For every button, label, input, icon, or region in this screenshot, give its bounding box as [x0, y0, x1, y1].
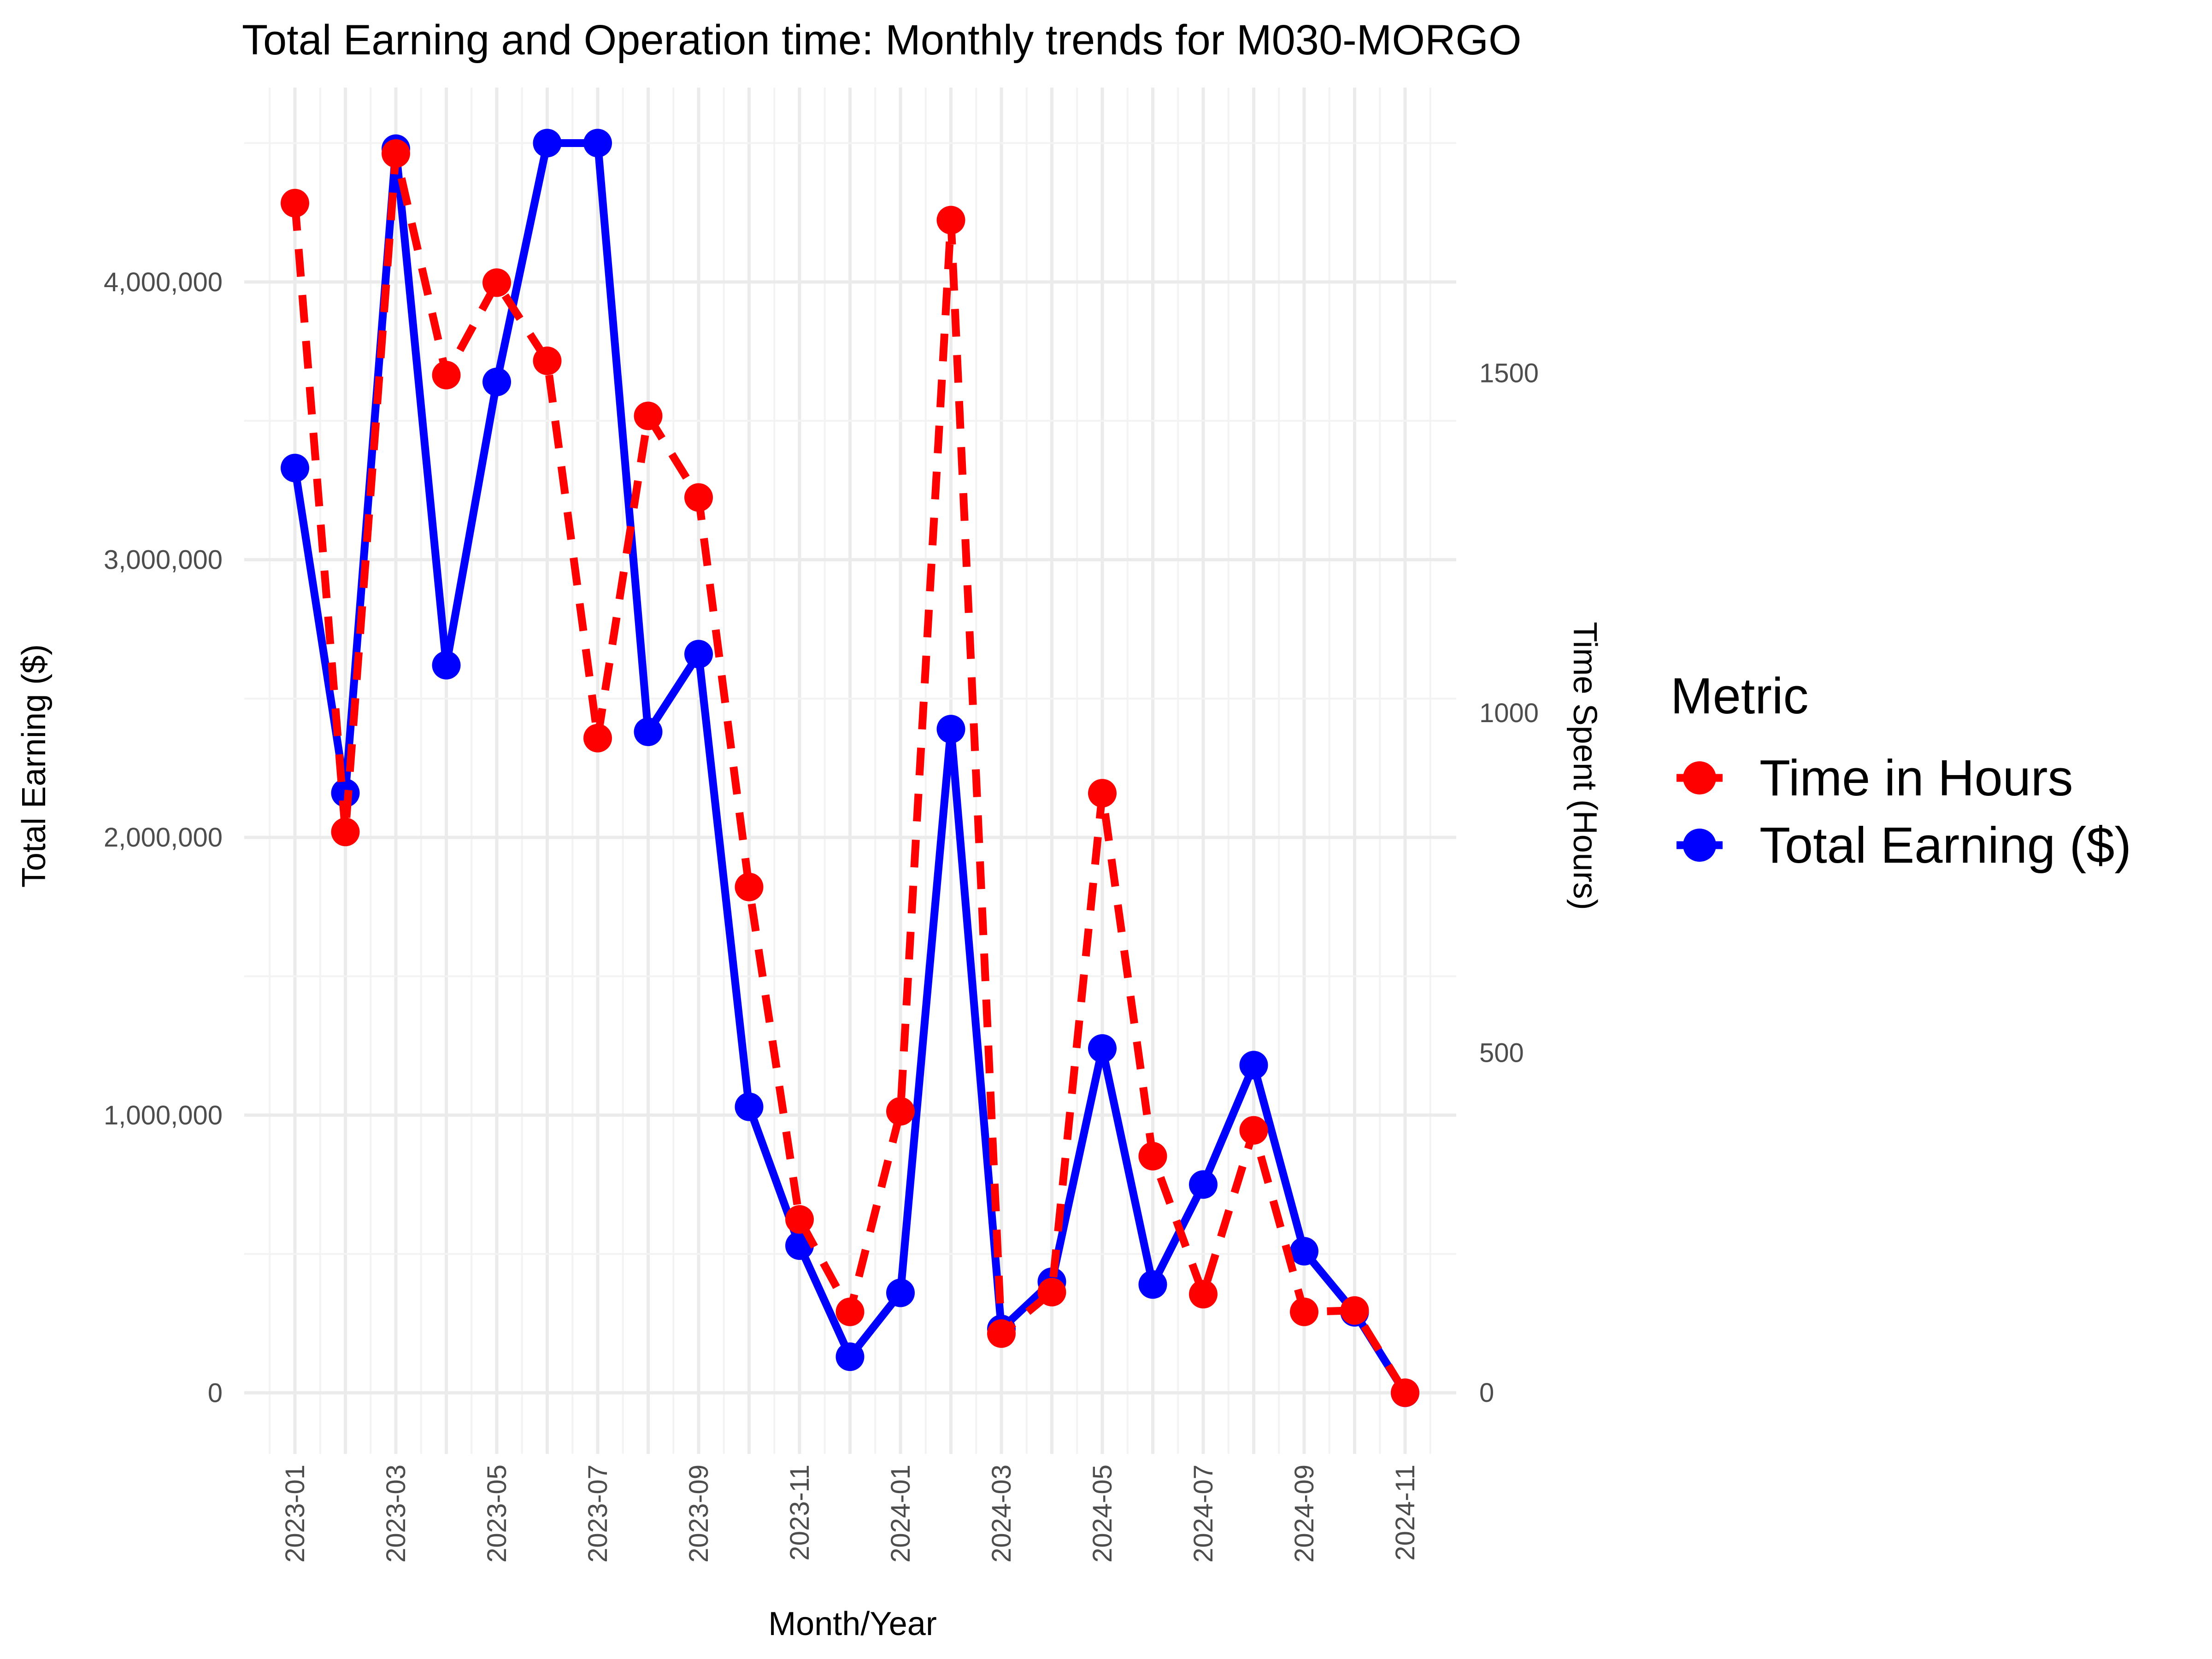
data-point	[331, 818, 360, 847]
data-point	[1138, 1141, 1167, 1171]
x-tick-label: 2024-09	[1289, 1465, 1319, 1563]
data-point	[1037, 1277, 1066, 1306]
data-point	[886, 1097, 915, 1126]
data-point	[735, 1092, 764, 1121]
series-layer	[281, 129, 1419, 1407]
x-axis-title: Month/Year	[768, 1606, 937, 1642]
data-point	[432, 361, 461, 389]
x-axis: 2023-01 2023-03 2023-05 2023-07 2023-09 2023-…	[280, 1465, 1420, 1563]
x-tick-label: 2024-01	[886, 1465, 916, 1563]
x-tick-label: 2023-01	[280, 1465, 310, 1563]
data-point	[936, 715, 965, 744]
data-point	[1088, 1034, 1117, 1063]
y-tick-label: 4,000,000	[104, 267, 223, 297]
legend: Metric Time in Hours Total Earning ($)	[1671, 668, 2131, 874]
x-tick-label: 2024-03	[987, 1465, 1017, 1563]
y2-tick-label: 1000	[1479, 698, 1539, 728]
x-tick-label: 2024-11	[1390, 1465, 1420, 1561]
data-point	[482, 367, 511, 396]
x-tick-label: 2023-03	[381, 1465, 411, 1563]
data-point	[281, 188, 309, 218]
data-point	[1138, 1270, 1167, 1299]
data-point	[684, 640, 713, 669]
data-point	[482, 268, 511, 297]
data-point	[281, 453, 309, 482]
data-point	[1290, 1237, 1318, 1266]
data-point	[785, 1205, 814, 1234]
y2-tick-label: 500	[1479, 1038, 1524, 1068]
x-tick-label: 2023-11	[785, 1465, 815, 1561]
data-point	[634, 718, 663, 747]
x-tick-label: 2024-05	[1088, 1465, 1118, 1563]
legend-title: Metric	[1671, 668, 1808, 724]
y-axis-title: Total Earning ($)	[16, 644, 53, 888]
y-tick-label: 3,000,000	[104, 545, 223, 575]
data-point	[1340, 1296, 1369, 1325]
data-point	[1391, 1378, 1419, 1407]
data-point	[735, 872, 764, 901]
data-point	[1088, 779, 1117, 808]
data-point	[583, 724, 612, 753]
y2-tick-label: 1500	[1479, 359, 1539, 388]
y2-axis-title: Time Spent (Hours)	[1566, 622, 1603, 910]
y2-tick-label: 0	[1479, 1378, 1494, 1408]
legend-key-point	[1683, 761, 1716, 794]
data-point	[684, 483, 713, 512]
data-point	[382, 139, 410, 168]
data-point	[1189, 1170, 1218, 1199]
data-point	[583, 129, 612, 158]
series-time-in-hours	[281, 139, 1419, 1407]
y-tick-label: 2,000,000	[104, 823, 223, 853]
data-point	[1290, 1297, 1318, 1326]
y-tick-label: 0	[208, 1378, 223, 1408]
x-tick-label: 2023-09	[684, 1465, 714, 1563]
x-tick-label: 2023-05	[482, 1465, 512, 1563]
x-tick-label: 2023-07	[583, 1465, 613, 1563]
data-point	[1239, 1116, 1268, 1145]
data-point	[835, 1342, 865, 1371]
y-axis-left: 0 1,000,000 2,000,000 3,000,000 4,000,000	[104, 267, 223, 1408]
x-tick-label: 2024-07	[1188, 1465, 1218, 1563]
legend-label: Total Earning ($)	[1759, 817, 2131, 874]
data-point	[432, 651, 461, 680]
data-point	[936, 206, 965, 235]
data-point	[886, 1278, 915, 1307]
data-point	[634, 401, 663, 430]
legend-item-total-earning: Total Earning ($)	[1677, 817, 2131, 874]
legend-key-point	[1683, 829, 1716, 862]
y-tick-label: 1,000,000	[104, 1100, 223, 1130]
data-point	[1239, 1051, 1268, 1080]
data-point	[533, 129, 562, 158]
data-point	[835, 1297, 865, 1326]
legend-label: Time in Hours	[1759, 750, 2073, 806]
data-point	[1189, 1280, 1218, 1309]
y-axis-right: 0 500 1000 1500	[1479, 359, 1539, 1408]
data-point	[533, 347, 562, 375]
data-point	[987, 1319, 1016, 1348]
legend-item-time-in-hours: Time in Hours	[1677, 750, 2073, 806]
chart-title: Total Earning and Operation time: Monthl…	[242, 17, 1522, 64]
